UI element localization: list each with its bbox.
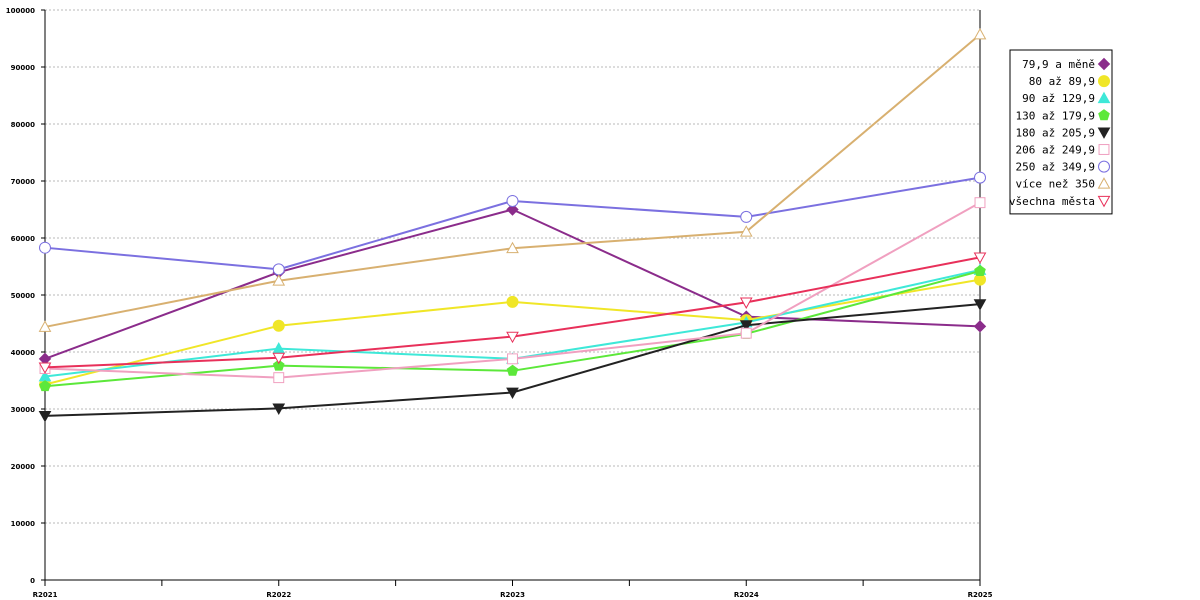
series-7	[38, 27, 987, 332]
legend: 79,9 a měně 80 až 89,9 90 až 129,9 130 až 1…	[1009, 49, 1113, 215]
data-point	[38, 410, 52, 423]
data-point	[740, 210, 753, 223]
series-8	[38, 252, 987, 374]
data-point	[740, 327, 752, 339]
legend-marker	[1097, 91, 1111, 104]
data-point	[973, 252, 987, 264]
data-point	[272, 359, 285, 371]
legend-label: 130 až 179,9	[1016, 109, 1095, 122]
y-tick-label: 40000	[11, 349, 35, 357]
x-tick-label: R2021	[33, 591, 58, 599]
y-tick-label: 20000	[11, 463, 35, 471]
y-tick-label: 10000	[11, 520, 35, 528]
legend-marker	[1098, 144, 1110, 155]
data-point	[973, 299, 987, 311]
series-lines	[38, 27, 987, 423]
x-tick-label: R2022	[266, 591, 291, 599]
legend-label: 90 až 129,9	[1022, 92, 1095, 105]
legend-label: více než 350	[1016, 178, 1095, 191]
legend-label: 206 až 249,9	[1016, 144, 1095, 157]
series-line	[44, 256, 981, 369]
data-point	[273, 372, 285, 384]
legend-marker	[1098, 109, 1110, 121]
data-point	[506, 203, 519, 216]
data-point	[974, 197, 986, 209]
legend-marker	[1098, 160, 1110, 173]
legend-marker	[1098, 75, 1110, 88]
data-point	[739, 225, 753, 237]
y-tick-label: 90000	[11, 64, 35, 72]
data-point	[739, 320, 753, 332]
y-tick-label: 60000	[11, 235, 35, 243]
x-tick-label: R2024	[734, 591, 759, 599]
legend-box	[1009, 49, 1113, 215]
data-point	[38, 320, 52, 332]
series-5	[39, 197, 986, 384]
legend-label: 180 až 205,9	[1016, 126, 1095, 139]
data-point	[38, 362, 52, 374]
y-tick-label: 30000	[11, 406, 35, 414]
legend-label: 79,9 a měně	[1022, 58, 1095, 71]
data-point	[974, 171, 986, 184]
data-point	[272, 403, 286, 415]
y-tick-label: 80000	[11, 121, 35, 129]
y-tick-label: 50000	[11, 292, 35, 300]
data-point	[506, 364, 519, 376]
data-point	[272, 263, 285, 276]
legend-label: 80 až 89,9	[1029, 75, 1095, 88]
data-point	[506, 194, 519, 207]
legend-marker	[1097, 177, 1111, 189]
y-tick-label: 70000	[11, 178, 35, 186]
data-point	[974, 264, 986, 277]
data-point	[739, 297, 753, 309]
y-tick-label: 100000	[6, 7, 35, 15]
x-tick-label: R2023	[500, 591, 525, 599]
data-point	[39, 380, 51, 392]
data-point	[272, 352, 286, 365]
legend-marker	[1097, 195, 1111, 208]
legend-label: všechna města	[1009, 195, 1095, 208]
data-point	[272, 274, 286, 286]
legend-marker	[1097, 127, 1111, 139]
data-point	[272, 319, 285, 332]
x-tick-label: R2025	[968, 591, 993, 599]
data-point	[506, 331, 519, 344]
y-tick-label: 0	[30, 577, 35, 585]
series-4	[38, 299, 987, 423]
legend-marker	[1097, 57, 1111, 71]
data-point	[39, 241, 51, 254]
grid-lines	[45, 9, 980, 524]
series-line	[44, 176, 981, 271]
data-point	[973, 320, 987, 333]
axes: 0 10000 20000 30000 40000 50000 60000 70000 8000…	[6, 7, 993, 599]
series-line	[44, 201, 981, 379]
series-6	[39, 171, 986, 276]
data-point	[507, 353, 518, 365]
data-point	[506, 295, 519, 308]
legend-label: 250 až 349,9	[1016, 161, 1095, 174]
data-point	[506, 241, 519, 254]
data-point	[973, 27, 987, 40]
data-point	[506, 387, 519, 399]
